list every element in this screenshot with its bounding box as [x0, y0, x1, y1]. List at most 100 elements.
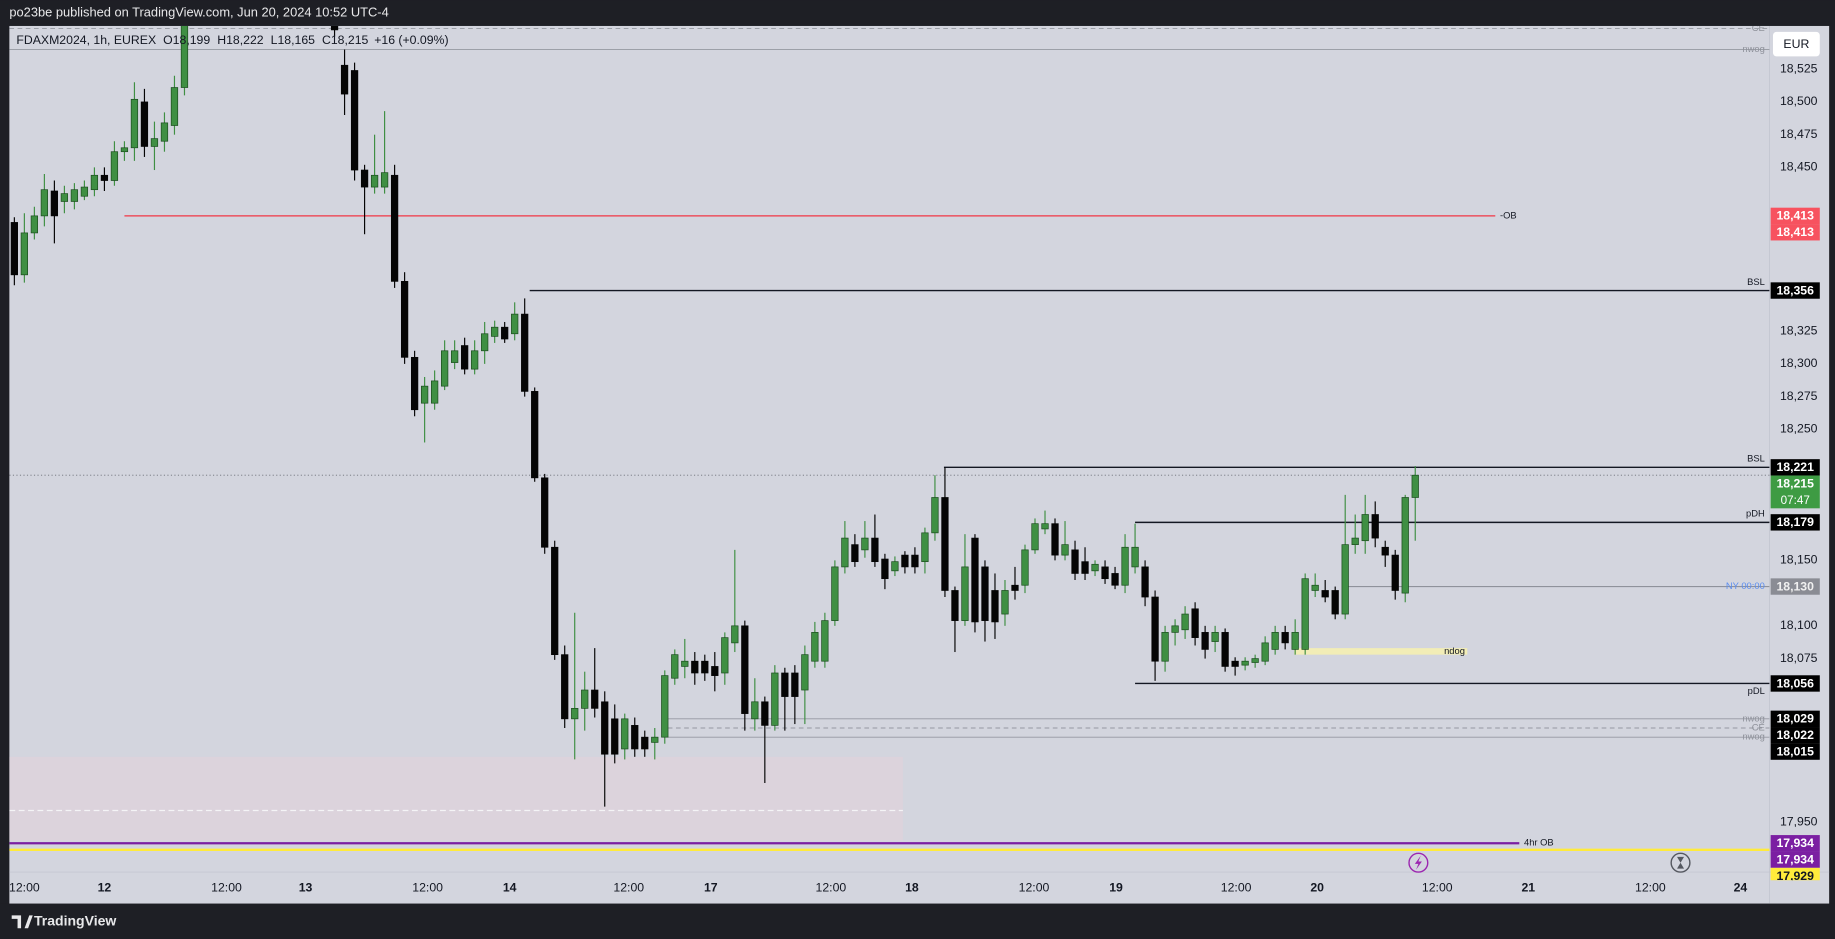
candle-body — [541, 477, 549, 548]
y-tick-label: 18,325 — [1780, 323, 1818, 337]
zone — [1294, 648, 1468, 655]
candle-body — [991, 590, 999, 623]
candle-body — [1341, 544, 1349, 615]
zone — [9, 756, 903, 841]
candle-body — [150, 138, 159, 147]
y-tick-label: 18,475 — [1780, 127, 1818, 141]
candle-body — [501, 326, 509, 340]
y-tick-label: 18,150 — [1780, 553, 1818, 567]
candle-body — [761, 701, 769, 726]
x-tick-label: 19 — [1109, 881, 1123, 895]
candle-body — [1071, 549, 1079, 574]
candle-body — [1021, 549, 1029, 586]
price-badge — [1770, 851, 1820, 868]
candle-body — [1221, 632, 1229, 667]
currency-button[interactable] — [1772, 31, 1820, 57]
legend-high: H18,222 — [217, 33, 264, 47]
candle-body — [811, 632, 819, 662]
candle-body — [1261, 642, 1269, 662]
candle-body — [651, 736, 659, 743]
candle-body — [561, 654, 569, 720]
candle-body — [511, 313, 519, 335]
x-tick-label: 12:00 — [613, 881, 644, 895]
price-badge — [1770, 867, 1820, 881]
candle-body — [1191, 608, 1199, 638]
price-badge-label: 18,179 — [1776, 515, 1814, 529]
candle-body — [1411, 474, 1419, 498]
candle-body — [120, 147, 129, 153]
candle-body — [921, 532, 929, 563]
price-badge-label: 18,413 — [1776, 225, 1814, 239]
candle-body — [891, 561, 899, 572]
candle-body — [1031, 523, 1039, 551]
price-badge-label: 18,130 — [1776, 579, 1814, 593]
x-tick-label: 12:00 — [1019, 881, 1050, 895]
candle-body — [1391, 554, 1399, 591]
price-badge-label: 18,029 — [1776, 712, 1814, 726]
candle-body — [1361, 514, 1369, 542]
hourglass-icon — [1677, 856, 1685, 869]
y-tick-label: 18,275 — [1780, 389, 1818, 403]
price-badge-label: 18,413 — [1776, 209, 1814, 223]
x-tick-label: 12:00 — [1635, 881, 1666, 895]
y-tick-label: 18,075 — [1780, 651, 1818, 665]
price-badge-label: 18,056 — [1776, 676, 1814, 690]
candle-body — [170, 87, 179, 126]
candle-body — [641, 736, 649, 750]
candle-body — [1151, 596, 1159, 662]
candle-body — [80, 186, 89, 197]
candle-body — [350, 70, 359, 171]
candle-body — [130, 98, 139, 149]
candle-body — [741, 625, 749, 714]
legend-open: O18,199 — [163, 33, 210, 47]
price-badge — [1770, 743, 1820, 760]
candle-body — [1121, 546, 1129, 586]
zone-label: ndog — [1444, 646, 1465, 656]
candle-body — [1181, 613, 1189, 631]
currency-label[interactable]: EUR — [1783, 37, 1809, 51]
candle-body — [1251, 658, 1259, 663]
candle-body — [581, 689, 589, 709]
level-label: 4hr OB — [1524, 838, 1554, 848]
candle-body — [1201, 632, 1209, 650]
level-label: pDL — [1748, 686, 1765, 696]
candle-body — [941, 497, 949, 591]
candle-body — [400, 281, 409, 358]
y-tick-label: 18,250 — [1780, 422, 1818, 436]
x-tick-label: 12:00 — [211, 881, 242, 895]
candle-body — [1081, 561, 1089, 574]
footer-bar — [0, 903, 1835, 939]
candle-body — [881, 558, 889, 580]
price-badge-label: 17,929 — [1776, 869, 1814, 883]
legend-close: C18,215 — [322, 33, 369, 47]
candle-body — [1061, 544, 1069, 556]
candle-body — [461, 345, 469, 370]
x-tick-label: 24 — [1734, 881, 1748, 895]
y-tick-label: 18,500 — [1780, 94, 1818, 108]
candle-body — [1161, 632, 1169, 662]
candle-body — [441, 350, 449, 387]
level-label: CE — [1752, 23, 1765, 33]
candle-body — [1241, 660, 1249, 666]
candle-body — [390, 174, 399, 282]
price-badge — [1770, 475, 1820, 509]
x-tick-label: 12:00 — [816, 881, 847, 895]
candle-body — [1321, 590, 1329, 598]
candle-body — [1351, 537, 1359, 545]
candle-body — [971, 537, 979, 623]
candle-body — [521, 313, 529, 392]
event-icon[interactable] — [1408, 852, 1429, 873]
x-tick-label: 14 — [503, 881, 517, 895]
x-tick-label: 12:00 — [1221, 881, 1252, 895]
session-icon[interactable] — [1670, 852, 1691, 873]
candle-body — [140, 101, 149, 147]
candle-body — [90, 174, 99, 191]
candle-body — [961, 566, 969, 621]
level-label: nwog — [1742, 732, 1764, 742]
y-tick-label: 18,450 — [1780, 160, 1818, 174]
candle-body — [721, 637, 729, 674]
brand-name: TradingView — [34, 913, 116, 929]
x-tick-label: 18 — [905, 881, 919, 895]
